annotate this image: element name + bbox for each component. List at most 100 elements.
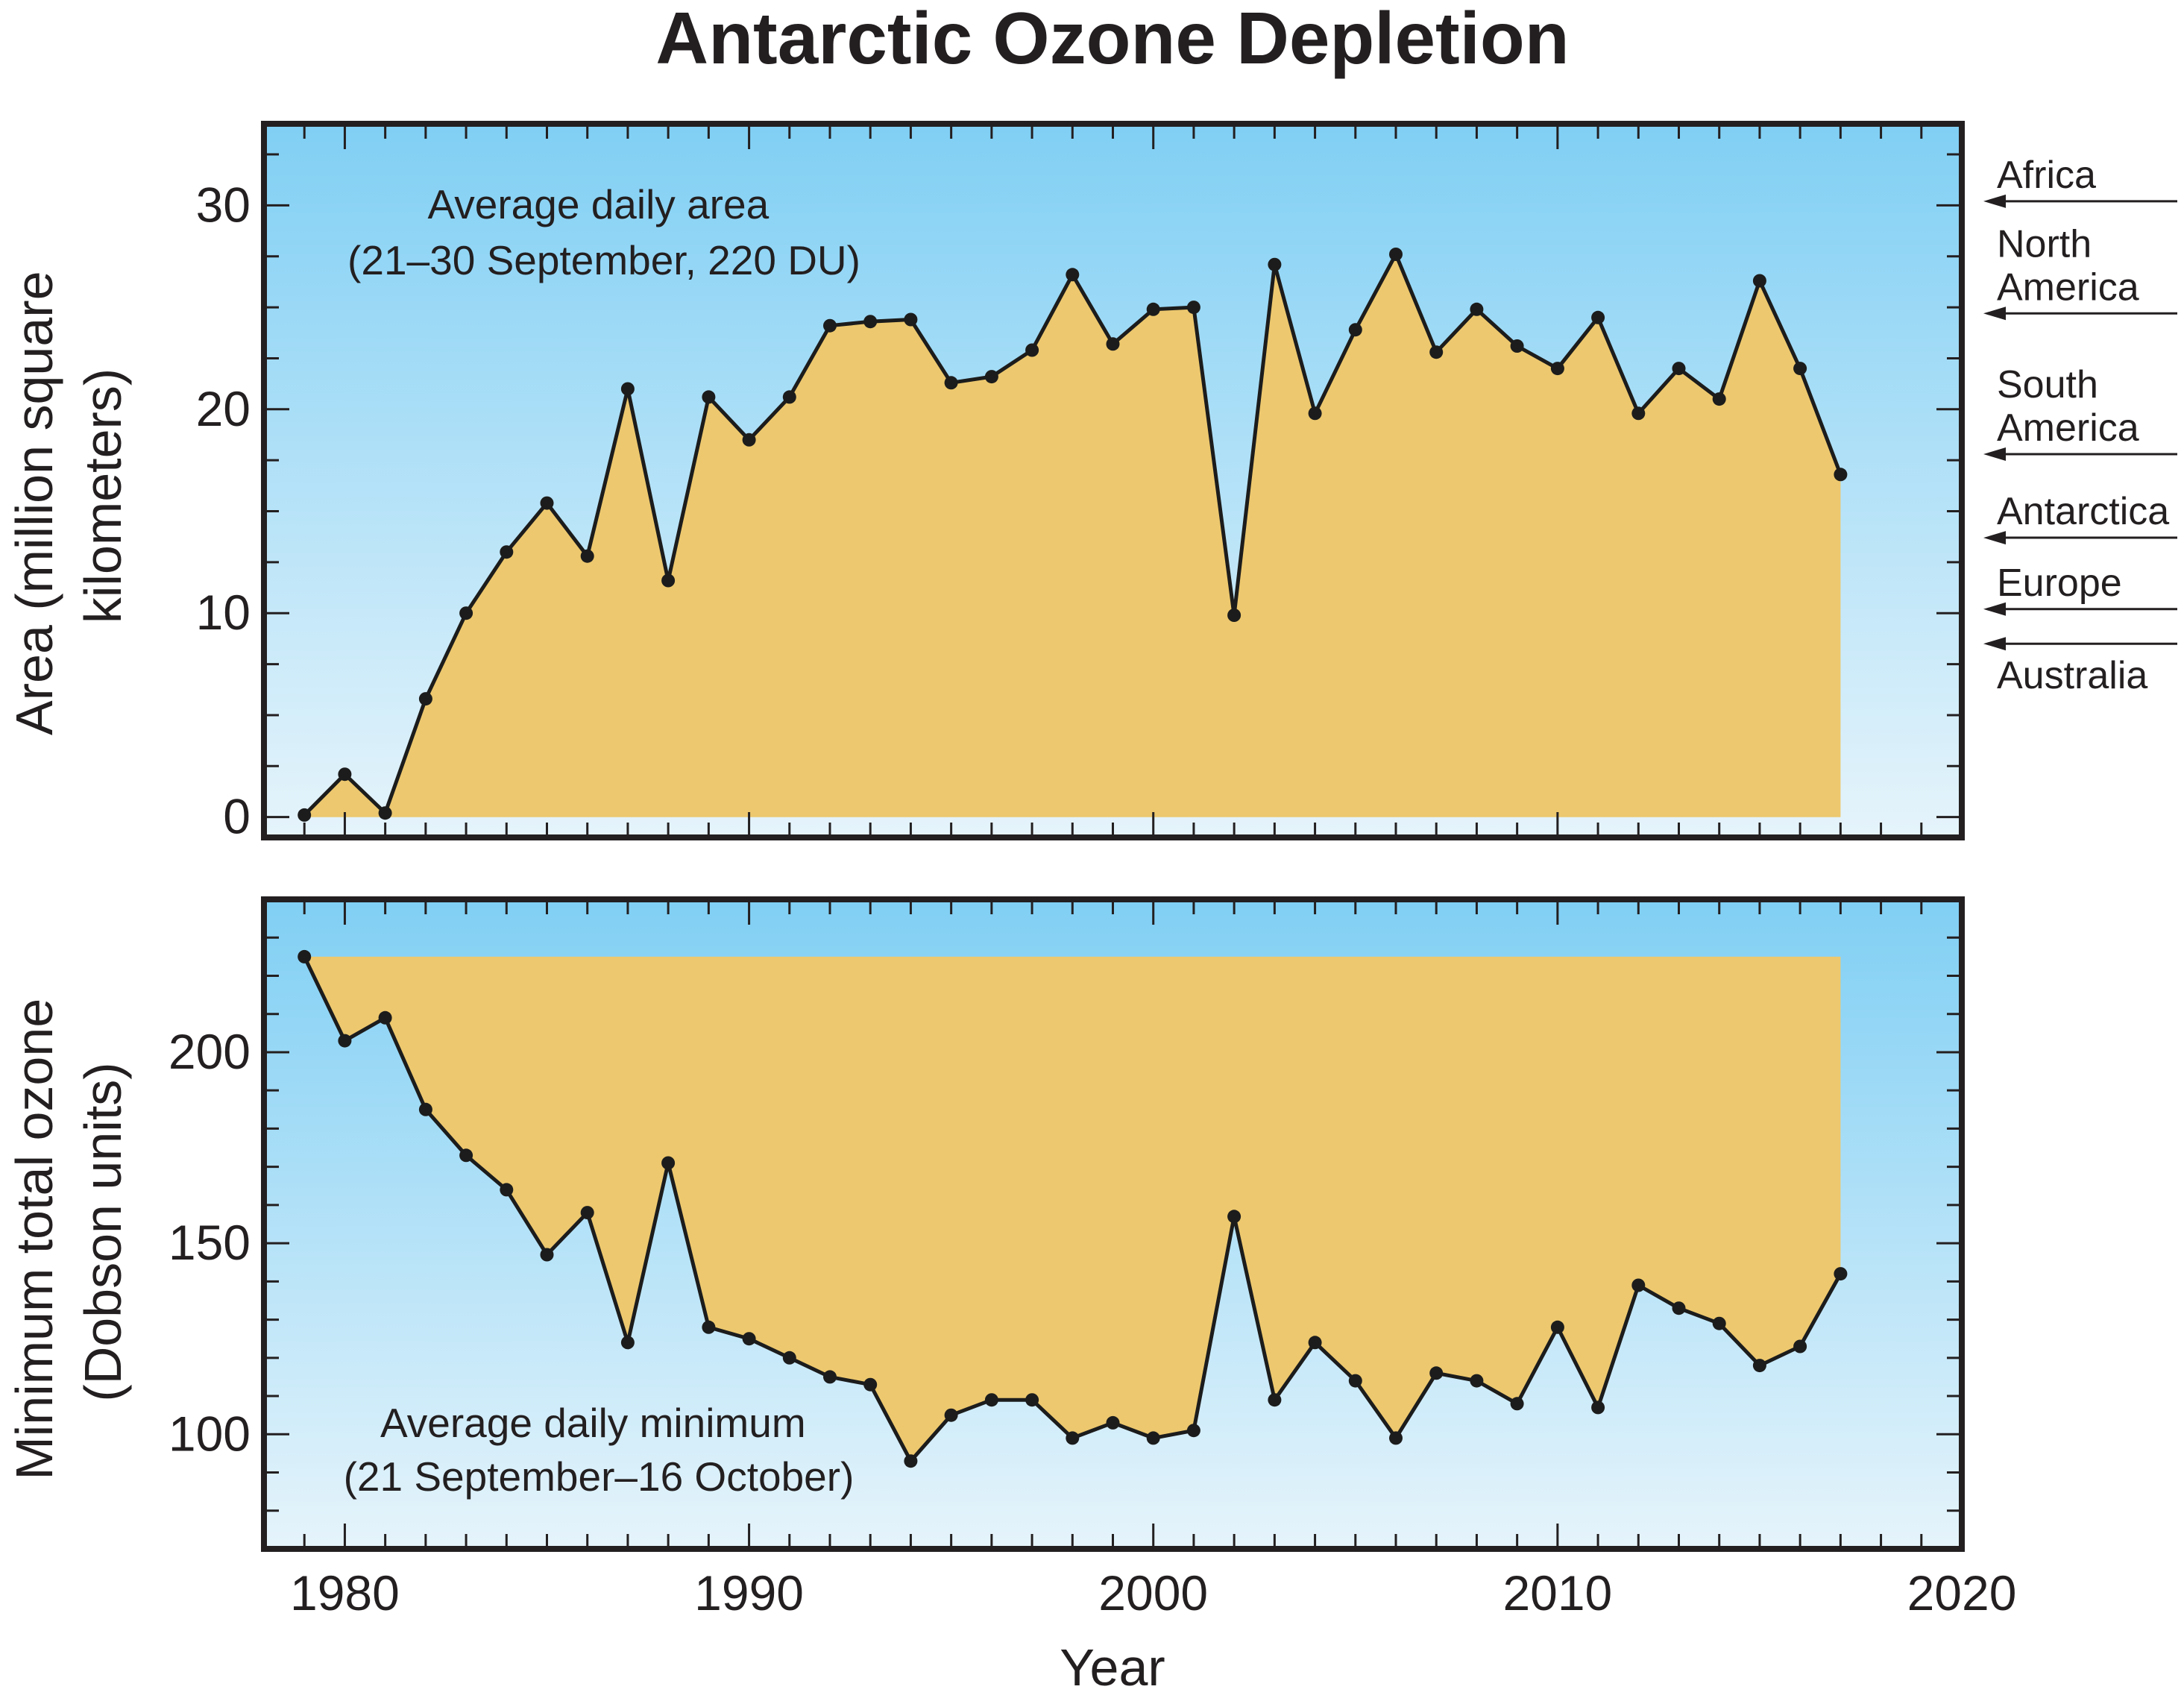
- area-data-point-1993: [863, 315, 878, 329]
- ozone-data-point-1979: [298, 949, 312, 963]
- area-data-point-1982: [418, 692, 432, 706]
- area-data-point-2013: [1672, 362, 1686, 376]
- area-data-point-2005: [1348, 323, 1362, 337]
- ozone-data-point-1988: [661, 1156, 676, 1170]
- area-y-tick-label: 20: [196, 381, 251, 436]
- area-data-point-1989: [702, 390, 716, 404]
- ozone-y-tick-label: 150: [169, 1215, 251, 1270]
- area-axis-ticks: 0 10 20 30: [196, 124, 1963, 844]
- reference-level-label: Antarctica: [1997, 490, 2169, 533]
- ozone-data-point-1986: [580, 1206, 594, 1220]
- area-plot-marks: [298, 248, 1848, 822]
- reference-level-label: Australia: [1997, 654, 2147, 697]
- area-data-point-2015: [1752, 274, 1766, 288]
- area-data-point-2001: [1186, 301, 1200, 315]
- ozone-y-tick-label: 100: [169, 1406, 251, 1461]
- ozone-data-point-2005: [1348, 1374, 1362, 1388]
- area-data-point-1980: [338, 767, 352, 782]
- ozone-data-point-1999: [1106, 1415, 1120, 1430]
- area-annotation-line-1: Average daily area: [428, 181, 770, 227]
- ozone-data-point-1998: [1066, 1431, 1080, 1445]
- reference-level-label: America: [1997, 265, 2139, 309]
- ozone-annotation-line-1: Average daily minimum: [380, 1400, 806, 1446]
- ozone-data-point-2015: [1752, 1359, 1766, 1373]
- area-y-tick-label: 0: [223, 789, 251, 844]
- x-tick-label-2010: 2010: [1502, 1565, 1612, 1620]
- area-data-point-1988: [661, 573, 676, 588]
- area-fill-area: [304, 254, 1841, 817]
- reference-level-label: Africa: [1997, 154, 2096, 197]
- area-data-point-1981: [378, 806, 392, 820]
- ozone-data-point-2006: [1389, 1431, 1403, 1445]
- ozone-annotation: Average daily minimum (21 September–16 O…: [344, 1400, 855, 1500]
- area-data-point-2000: [1146, 302, 1160, 316]
- reference-arrow-head: [1983, 447, 2006, 461]
- x-tick-label-2000: 2000: [1098, 1565, 1208, 1620]
- ozone-data-point-2016: [1793, 1339, 1807, 1354]
- area-data-point-1984: [500, 545, 514, 559]
- reference-level-0: Africa: [1983, 154, 2177, 208]
- area-data-point-1983: [459, 606, 473, 620]
- area-data-point-1987: [620, 382, 635, 396]
- ozone-data-point-2008: [1470, 1374, 1484, 1388]
- area-data-point-1994: [904, 312, 918, 327]
- ozone-data-point-2010: [1550, 1320, 1564, 1334]
- ozone-data-point-1987: [620, 1336, 635, 1350]
- area-data-point-2004: [1308, 406, 1322, 421]
- x-tick-label-1980: 1980: [290, 1565, 400, 1620]
- chart-title: Antarctic Ozone Depletion: [655, 0, 1569, 79]
- area-data-point-1999: [1106, 337, 1120, 351]
- ozone-y-axis-label: Minimum total ozone (Dobson units): [5, 984, 132, 1480]
- area-data-point-1997: [1025, 343, 1039, 357]
- ozone-data-point-1992: [823, 1370, 837, 1384]
- ozone-data-point-2013: [1672, 1301, 1686, 1315]
- ozone-data-point-2007: [1429, 1366, 1444, 1380]
- ozone-data-point-2004: [1308, 1336, 1322, 1350]
- area-data-point-1990: [742, 433, 756, 447]
- area-y-axis-label-line-2: kilometers): [74, 368, 132, 623]
- area-y-axis-label-line-1: Area (million square: [5, 271, 63, 735]
- area-data-point-2011: [1591, 310, 1605, 324]
- area-data-point-1991: [782, 390, 796, 404]
- x-tick-label-2020: 2020: [1907, 1565, 2017, 1620]
- area-data-point-2014: [1712, 392, 1726, 406]
- x-axis-label: Year: [1060, 1638, 1165, 1697]
- ozone-annotation-line-2: (21 September–16 October): [344, 1453, 855, 1500]
- area-y-axis-label: Area (million square kilometers): [5, 257, 132, 735]
- ozone-data-point-2003: [1268, 1393, 1282, 1407]
- reference-level-label: Europe: [1997, 562, 2122, 605]
- area-data-point-1986: [580, 549, 594, 563]
- ozone-data-point-1989: [702, 1320, 716, 1334]
- area-data-point-2010: [1550, 362, 1564, 376]
- ozone-data-point-1995: [944, 1408, 958, 1422]
- ozone-data-point-1991: [782, 1351, 796, 1365]
- area-annotation: Average daily area (21–30 September, 220…: [347, 181, 860, 283]
- reference-level-label: North: [1997, 222, 2092, 265]
- reference-levels: AfricaNorthAmericaSouthAmericaAntarctica…: [1983, 154, 2177, 697]
- area-data-point-2016: [1793, 362, 1807, 376]
- reference-arrow-head: [1983, 637, 2006, 651]
- ozone-data-point-1984: [500, 1183, 514, 1197]
- area-data-point-2003: [1268, 257, 1282, 271]
- ozone-data-point-2014: [1712, 1316, 1726, 1330]
- ozone-data-point-2012: [1631, 1278, 1646, 1292]
- ozone-data-point-2009: [1510, 1397, 1524, 1411]
- ozone-panel: 100 150 200 1980 1990 2000 2010 2020 Average da…: [5, 896, 2017, 1620]
- area-data-point-1992: [823, 318, 837, 333]
- ozone-data-point-1983: [459, 1148, 473, 1163]
- ozone-data-point-2002: [1227, 1210, 1242, 1224]
- area-data-point-1985: [540, 496, 554, 510]
- reference-level-3: Antarctica: [1983, 490, 2177, 545]
- area-annotation-line-2: (21–30 September, 220 DU): [347, 237, 860, 283]
- ozone-data-point-1982: [418, 1102, 432, 1116]
- ozone-data-point-1981: [378, 1010, 392, 1025]
- area-data-point-2007: [1429, 345, 1444, 359]
- ozone-data-point-1990: [742, 1332, 756, 1346]
- ozone-data-point-2011: [1591, 1400, 1605, 1415]
- ozone-y-tick-label: 200: [169, 1024, 251, 1079]
- ozone-axis-ticks: 100 150 200 1980 1990 2000 2010 2020: [169, 899, 2017, 1620]
- ozone-data-point-2017: [1834, 1267, 1848, 1281]
- area-data-point-2009: [1510, 339, 1524, 353]
